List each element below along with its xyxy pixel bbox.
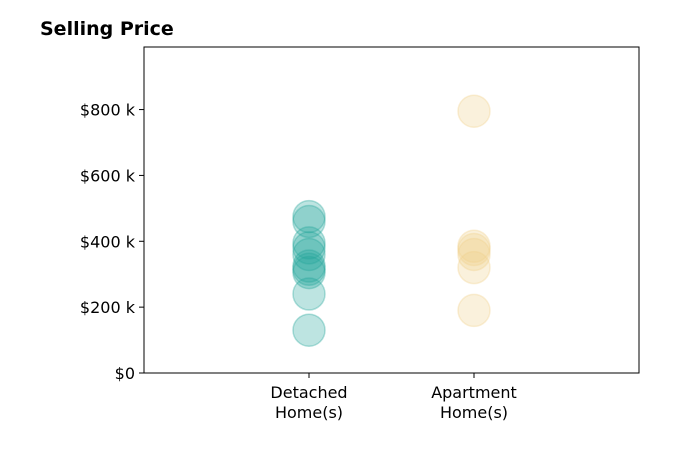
data-point-detached-2 — [292, 255, 326, 290]
data-point-apartment-0 — [457, 293, 491, 328]
data-point-detached-4 — [292, 249, 326, 283]
y-tick-label-0: $0 — [115, 364, 135, 383]
data-point-apartment-1 — [457, 250, 491, 285]
data-point-detached-6 — [292, 231, 326, 265]
data-point-detached-3 — [292, 252, 326, 287]
x-tick-label-0: Detached Home(s) — [270, 383, 347, 422]
data-point-detached-5 — [292, 237, 326, 272]
scatter-markers — [292, 94, 491, 347]
data-point-detached-7 — [292, 226, 326, 260]
data-point-detached-8 — [292, 204, 326, 239]
y-tick-label-2: $400 k — [80, 232, 136, 251]
y-tick-label-3: $600 k — [80, 166, 136, 185]
data-point-apartment-3 — [457, 232, 491, 267]
chart-title: Selling Price — [40, 18, 174, 40]
data-point-detached-0 — [292, 313, 326, 347]
y-tick-label-4: $800 k — [80, 101, 136, 120]
data-point-apartment-4 — [457, 229, 491, 263]
data-point-apartment-2 — [457, 237, 491, 272]
x-tick-label-1: Apartment Home(s) — [431, 383, 517, 422]
data-point-detached-9 — [292, 199, 326, 234]
plot-frame — [143, 46, 640, 374]
y-tick-label-1: $200 k — [80, 298, 136, 317]
data-point-apartment-5 — [457, 94, 491, 128]
data-point-detached-1 — [292, 277, 326, 311]
axes: $0 $200 k $400 k $600 k $800 k Detached Home(s… — [80, 46, 640, 422]
